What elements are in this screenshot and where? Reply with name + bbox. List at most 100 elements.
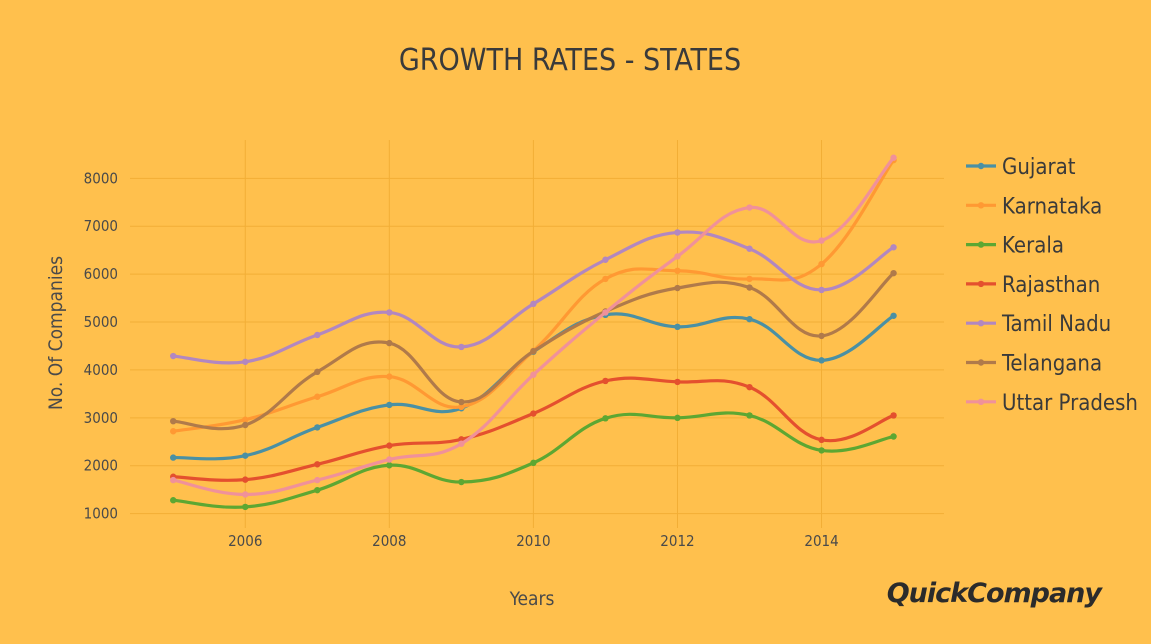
data-point bbox=[674, 323, 681, 331]
data-point bbox=[818, 357, 825, 364]
data-point bbox=[170, 428, 177, 435]
data-point bbox=[890, 154, 897, 161]
legend-item-uttar-pradesh[interactable]: Uttar Pradesh bbox=[966, 391, 1138, 416]
legend-item-gujarat[interactable]: Gujarat bbox=[966, 155, 1076, 180]
y-tick-label: 8000 bbox=[84, 169, 118, 187]
legend-item-kerala[interactable]: Kerala bbox=[966, 234, 1064, 259]
data-point bbox=[458, 440, 465, 447]
series-tamil-nadu bbox=[170, 229, 897, 365]
x-tick-label: 2006 bbox=[228, 532, 262, 550]
x-tick-label: 2010 bbox=[516, 532, 550, 550]
data-point bbox=[818, 436, 825, 444]
data-point bbox=[602, 275, 609, 283]
y-axis-title: No. Of Companies bbox=[45, 256, 67, 410]
series-kerala bbox=[170, 411, 897, 511]
data-point bbox=[386, 339, 393, 347]
data-point bbox=[674, 378, 681, 386]
y-tick-label: 7000 bbox=[84, 217, 118, 235]
x-axis-title: Years bbox=[509, 588, 555, 610]
data-point bbox=[530, 371, 537, 378]
data-point bbox=[746, 275, 753, 283]
x-tick-label: 2014 bbox=[804, 532, 838, 550]
data-point bbox=[386, 373, 393, 380]
data-point bbox=[458, 398, 465, 406]
legend-label: Uttar Pradesh bbox=[1002, 391, 1138, 416]
data-point bbox=[458, 478, 465, 486]
data-point bbox=[746, 245, 753, 252]
data-point bbox=[674, 414, 681, 422]
legend-label: Kerala bbox=[1002, 234, 1064, 259]
data-point bbox=[242, 358, 249, 365]
data-point bbox=[170, 476, 177, 484]
legend-marker bbox=[977, 202, 985, 209]
data-point bbox=[674, 284, 681, 292]
data-point bbox=[602, 415, 609, 422]
data-point bbox=[890, 312, 897, 319]
data-point bbox=[314, 368, 321, 376]
data-point bbox=[242, 416, 249, 423]
data-point bbox=[530, 459, 537, 467]
data-point bbox=[746, 204, 753, 211]
legend-item-karnataka[interactable]: Karnataka bbox=[966, 194, 1102, 219]
data-point bbox=[530, 300, 537, 308]
data-point bbox=[242, 421, 249, 429]
legend-marker bbox=[977, 359, 985, 366]
series-telangana bbox=[170, 269, 897, 431]
legend-marker bbox=[977, 241, 985, 248]
y-tick-label: 5000 bbox=[84, 313, 118, 331]
legend-label: Gujarat bbox=[1002, 155, 1076, 180]
data-point bbox=[890, 412, 897, 419]
series-line-karnataka bbox=[171, 158, 896, 433]
data-point bbox=[746, 284, 753, 291]
data-point bbox=[314, 486, 321, 494]
data-point bbox=[818, 286, 825, 294]
data-point bbox=[170, 417, 177, 425]
data-point bbox=[242, 452, 249, 459]
legend-marker bbox=[977, 398, 985, 405]
data-point bbox=[314, 331, 321, 339]
y-tick-label: 2000 bbox=[84, 457, 118, 475]
series-group bbox=[170, 154, 897, 511]
data-point bbox=[314, 476, 321, 484]
legend-label: Tamil Nadu bbox=[1001, 312, 1111, 337]
data-point bbox=[530, 410, 537, 417]
data-point bbox=[602, 309, 609, 316]
legend-marker bbox=[977, 162, 985, 170]
legend-label: Karnataka bbox=[1002, 194, 1102, 219]
y-tick-label: 6000 bbox=[84, 265, 118, 283]
legend-marker bbox=[977, 320, 985, 327]
x-tick-label: 2012 bbox=[660, 532, 694, 550]
legend-marker bbox=[977, 280, 985, 288]
data-point bbox=[314, 461, 321, 468]
data-point bbox=[674, 253, 681, 260]
data-point bbox=[890, 433, 897, 440]
data-point bbox=[386, 401, 393, 409]
x-tick-label: 2008 bbox=[372, 532, 406, 550]
data-point bbox=[170, 454, 177, 461]
data-point bbox=[890, 244, 897, 251]
data-point bbox=[818, 332, 825, 340]
y-tick-label: 4000 bbox=[84, 361, 118, 379]
data-point bbox=[242, 491, 249, 498]
data-point bbox=[674, 267, 681, 274]
legend-item-telangana[interactable]: Telangana bbox=[966, 352, 1102, 377]
data-point bbox=[386, 442, 393, 449]
data-point bbox=[746, 315, 753, 323]
quickcompany-logo: QuickCompany bbox=[887, 578, 1104, 609]
data-point bbox=[170, 497, 177, 504]
legend: Gujarat Karnataka Kerala Rajasthan Tamil Nad… bbox=[966, 155, 1138, 416]
data-point bbox=[602, 377, 609, 385]
legend-label: Telangana bbox=[1001, 352, 1102, 377]
data-point bbox=[458, 343, 465, 351]
series-line-rajasthan bbox=[171, 376, 896, 482]
data-point bbox=[458, 403, 465, 411]
data-point bbox=[818, 260, 825, 268]
series-rajasthan bbox=[170, 376, 897, 483]
y-tick-label: 1000 bbox=[84, 505, 118, 523]
data-point bbox=[242, 503, 249, 511]
legend-item-rajasthan[interactable]: Rajasthan bbox=[966, 273, 1100, 298]
legend-label: Rajasthan bbox=[1002, 273, 1100, 298]
legend-item-tamil-nadu[interactable]: Tamil Nadu bbox=[966, 312, 1111, 337]
data-point bbox=[746, 383, 753, 391]
